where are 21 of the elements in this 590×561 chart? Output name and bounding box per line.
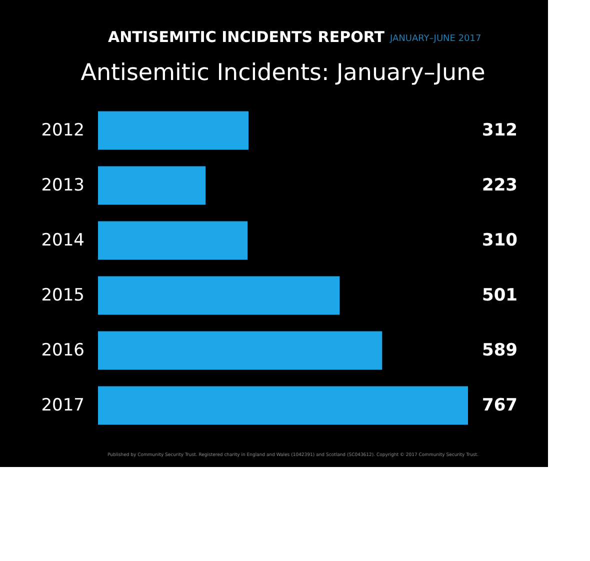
data-label: 767 [482,396,518,416]
y-tick-label: 2015 [41,286,84,306]
bar [98,221,248,260]
bar [98,331,382,370]
bar [98,386,468,425]
y-tick-label: 2013 [41,176,84,196]
data-label: 501 [482,286,518,306]
chart-title: Antisemitic Incidents: January–June [80,60,486,86]
y-tick-label: 2012 [41,120,84,140]
data-label: 312 [482,120,518,140]
bar [98,276,340,315]
text: ANTISEMITIC INCIDENTS REPORT [108,28,386,46]
bar [98,166,206,205]
data-label: 310 [482,230,518,250]
bar [98,111,249,150]
data-label: 589 [482,340,518,360]
y-tick-label: 2016 [41,340,84,360]
data-label: 223 [482,176,518,196]
text: JANUARY–JUNE 2017 [389,34,482,44]
y-tick-label: 2017 [41,396,84,416]
y-tick-label: 2014 [41,230,84,250]
